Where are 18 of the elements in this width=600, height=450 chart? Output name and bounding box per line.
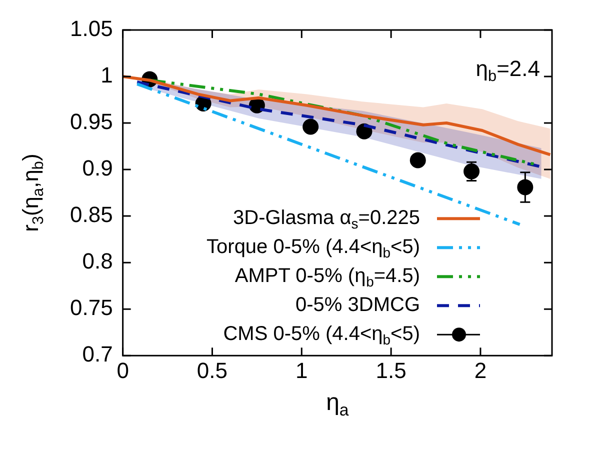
y-tick-label: 0.95 bbox=[70, 109, 113, 134]
x-tick-label: 0 bbox=[116, 358, 129, 383]
y-tick-label: 0.7 bbox=[82, 342, 113, 367]
point bbox=[302, 118, 319, 135]
x-tick-label: 1.5 bbox=[376, 358, 406, 383]
y-tick-label: 0.75 bbox=[70, 295, 113, 320]
y-tick-label: 0.8 bbox=[82, 248, 113, 274]
x-tick-label: 1 bbox=[296, 358, 308, 383]
y-tick-label: 1 bbox=[100, 62, 113, 88]
legend-label: 0-5% 3DMCG bbox=[296, 294, 420, 316]
y-tick-label: 1.05 bbox=[70, 16, 113, 42]
y-tick-label: 0.85 bbox=[70, 202, 113, 228]
x-tick-label: 0.5 bbox=[196, 358, 228, 383]
point bbox=[410, 152, 426, 168]
point bbox=[356, 123, 372, 140]
y-tick-label: 0.9 bbox=[82, 156, 113, 181]
x-tick-label: 2 bbox=[474, 358, 487, 383]
y-axis-title: r3(ηa,ηb) bbox=[18, 154, 47, 232]
